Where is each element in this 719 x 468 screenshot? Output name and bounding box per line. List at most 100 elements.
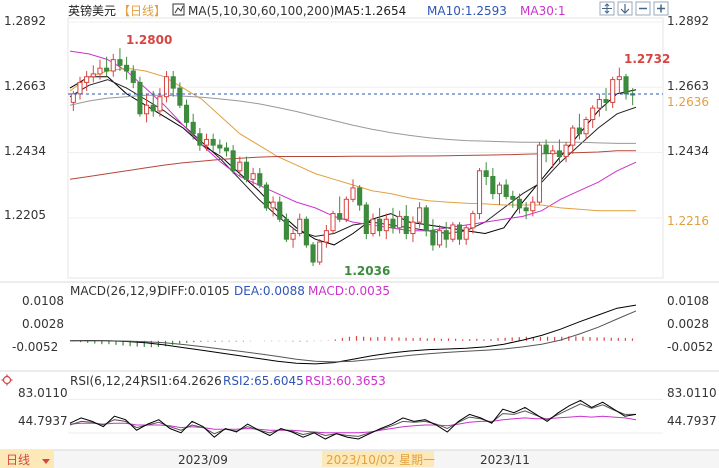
macd-left-tick-3: -0.0052 xyxy=(12,340,58,354)
candle-body xyxy=(603,99,609,103)
candle xyxy=(476,167,483,220)
candle-body xyxy=(217,144,223,149)
candle xyxy=(163,71,170,103)
candle xyxy=(403,205,409,240)
candle xyxy=(543,139,549,163)
candle xyxy=(217,139,223,154)
candle xyxy=(297,213,303,237)
ma5-value: MA5:1.2654 xyxy=(334,4,406,18)
candle-body xyxy=(350,187,356,200)
candle-body xyxy=(543,144,549,155)
candle-body xyxy=(503,184,509,197)
rsi-settings-icon[interactable] xyxy=(1,374,13,386)
candle xyxy=(623,73,629,100)
ma-line-ma100 xyxy=(69,94,636,144)
ma10-value: MA10:1.2593 xyxy=(427,4,507,18)
arrow-down-icon[interactable] xyxy=(617,1,633,16)
candle xyxy=(337,196,343,223)
candle xyxy=(536,142,543,205)
candle-body xyxy=(197,133,203,146)
rsi3-line xyxy=(69,415,637,434)
low-annotation: 1.2036 xyxy=(344,264,390,278)
macd-dea: DEA:0.0088 xyxy=(234,284,305,298)
candle xyxy=(437,224,443,248)
candle xyxy=(417,202,423,228)
main-plot-frame xyxy=(67,17,664,279)
ma-level-label: 1.2216 xyxy=(667,214,709,228)
macd-right-tick-2: 0.0028 xyxy=(667,317,709,331)
candle-body xyxy=(190,121,196,135)
rsi-right-tick-1: 83.0110 xyxy=(667,386,717,400)
macd-plot xyxy=(69,304,637,365)
footer-period-box[interactable] xyxy=(0,450,54,468)
candle-body xyxy=(283,218,289,240)
rsi-left-tick-1: 83.0110 xyxy=(18,386,68,400)
candle xyxy=(377,207,383,237)
candle xyxy=(516,193,523,214)
candle xyxy=(616,67,622,94)
candle-body xyxy=(230,150,236,172)
rsi1-line xyxy=(69,399,637,440)
left-tick-3: 1.2434 xyxy=(4,144,46,158)
zoom-out-icon[interactable] xyxy=(635,1,651,16)
candle xyxy=(357,185,363,211)
footer-period-label[interactable]: 日线 xyxy=(6,453,30,467)
candle xyxy=(550,145,556,168)
candle-body xyxy=(536,144,543,203)
candle-body xyxy=(323,230,329,243)
candle-body xyxy=(397,215,403,229)
zoom-in-icon[interactable] xyxy=(653,1,669,16)
candle xyxy=(463,224,469,245)
candle xyxy=(496,182,503,205)
right-tick-1: 1.2892 xyxy=(667,14,709,28)
candle-body xyxy=(523,207,529,212)
candle xyxy=(150,90,156,117)
candle-body xyxy=(317,241,323,263)
candle xyxy=(230,145,236,174)
candle xyxy=(270,196,276,217)
period-label[interactable]: 【日线】 xyxy=(118,4,166,18)
candle-body xyxy=(576,127,582,135)
x-tick-2023-11: 2023/11 xyxy=(480,453,530,467)
candle xyxy=(323,224,329,248)
candle xyxy=(90,65,96,83)
move-icon[interactable] xyxy=(599,1,615,16)
candle-body xyxy=(90,73,96,78)
right-price-axis: 1.2892 1.2663 1.2434 1.2636 1.2216 xyxy=(667,14,709,228)
candle-body xyxy=(183,104,190,123)
candle xyxy=(443,222,449,248)
candle xyxy=(210,133,216,151)
macd-label: MACD(26,12,9) xyxy=(70,284,161,298)
candle xyxy=(70,90,76,111)
candle xyxy=(97,59,103,80)
candle xyxy=(470,210,476,234)
ma-toggle-icon[interactable] xyxy=(172,3,185,16)
candle xyxy=(183,99,190,129)
candle-body xyxy=(110,59,116,72)
candle-body xyxy=(170,76,176,89)
candle xyxy=(410,216,416,243)
candle xyxy=(283,213,289,243)
period-dropdown-icon[interactable] xyxy=(42,459,50,464)
candle-body xyxy=(490,175,496,195)
macd-header: MACD(26,12,9) DIFF:0.0105 DEA:0.0088 MAC… xyxy=(70,284,390,298)
ma-params-label: MA(5,10,30,60,100,200) xyxy=(188,4,334,18)
rsi1-value: RSI1:64.2626 xyxy=(141,374,222,388)
rsi-label: RSI(6,12,24) xyxy=(70,374,145,388)
high-right-annotation: 1.2732 xyxy=(624,52,670,66)
candle-body xyxy=(610,79,616,103)
candle xyxy=(510,190,516,208)
candle xyxy=(583,116,589,140)
candle-body xyxy=(337,213,343,220)
candle xyxy=(350,179,356,203)
candle xyxy=(110,53,116,77)
candle xyxy=(257,167,263,188)
candle-body xyxy=(257,173,263,186)
candle-body xyxy=(437,230,443,246)
candle-body xyxy=(163,76,170,98)
candle xyxy=(303,216,309,248)
macd-diff: DIFF:0.0105 xyxy=(158,284,230,298)
macd-right-tick-1: 0.0108 xyxy=(667,294,709,308)
candle-body xyxy=(150,104,156,112)
